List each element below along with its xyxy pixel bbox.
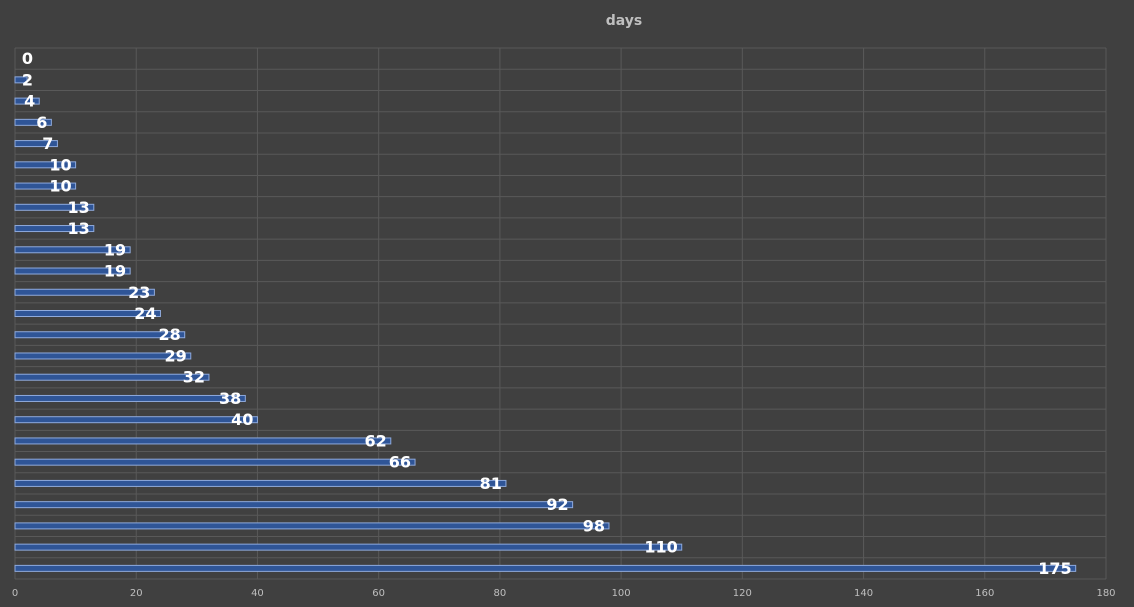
x-tick-label: 60 xyxy=(372,588,385,599)
bar xyxy=(14,203,95,211)
bar xyxy=(14,501,574,509)
value-label: 81 xyxy=(480,474,502,493)
value-label: 2 xyxy=(22,70,33,89)
value-label: 32 xyxy=(183,368,205,387)
bar xyxy=(14,352,192,360)
bar xyxy=(14,310,161,317)
bar xyxy=(14,288,155,296)
bar xyxy=(14,225,95,233)
value-label: 24 xyxy=(134,304,156,323)
value-label: 23 xyxy=(128,283,150,302)
bar xyxy=(14,97,40,105)
value-label: 92 xyxy=(546,495,568,514)
bar xyxy=(14,522,610,530)
bar xyxy=(14,394,246,402)
value-label: 29 xyxy=(165,346,187,365)
bar xyxy=(14,416,258,424)
bar xyxy=(14,161,77,169)
bar xyxy=(14,437,392,445)
bar xyxy=(14,118,52,126)
value-label: 28 xyxy=(158,325,180,344)
bar xyxy=(14,140,58,148)
x-tick-label: 160 xyxy=(975,588,994,599)
x-tick-label: 140 xyxy=(854,588,873,599)
bar xyxy=(14,564,1077,572)
bar xyxy=(14,479,507,487)
x-tick-label: 0 xyxy=(12,588,18,599)
x-tick-label: 120 xyxy=(733,588,752,599)
x-tick-label: 100 xyxy=(612,588,631,599)
value-label: 110 xyxy=(644,538,677,557)
value-label: 98 xyxy=(583,516,605,535)
value-label: 40 xyxy=(231,410,253,429)
x-tick-label: 180 xyxy=(1096,588,1115,599)
x-tick-label: 20 xyxy=(130,588,143,599)
bar xyxy=(14,458,416,466)
bar xyxy=(14,331,186,339)
value-label: 4 xyxy=(24,92,35,111)
bar xyxy=(14,373,210,381)
value-label: 10 xyxy=(49,177,71,196)
value-label: 10 xyxy=(49,155,71,174)
value-label: 13 xyxy=(68,219,90,238)
value-label: 175 xyxy=(1038,559,1071,578)
bar xyxy=(14,182,77,190)
x-tick-label: 40 xyxy=(251,588,264,599)
bar xyxy=(14,267,131,275)
value-label: 62 xyxy=(365,431,387,450)
value-label: 7 xyxy=(42,134,53,153)
value-label: 0 xyxy=(22,49,33,68)
x-tick-label: 80 xyxy=(494,588,507,599)
value-label: 19 xyxy=(104,262,126,281)
value-label: 6 xyxy=(36,113,47,132)
chart-title: days xyxy=(606,13,643,29)
value-label: 19 xyxy=(104,240,126,259)
value-label: 38 xyxy=(219,389,241,408)
bar xyxy=(14,543,683,551)
bar xyxy=(14,76,28,84)
value-label: 13 xyxy=(68,198,90,217)
bar xyxy=(14,246,131,254)
value-label: 66 xyxy=(389,453,411,472)
